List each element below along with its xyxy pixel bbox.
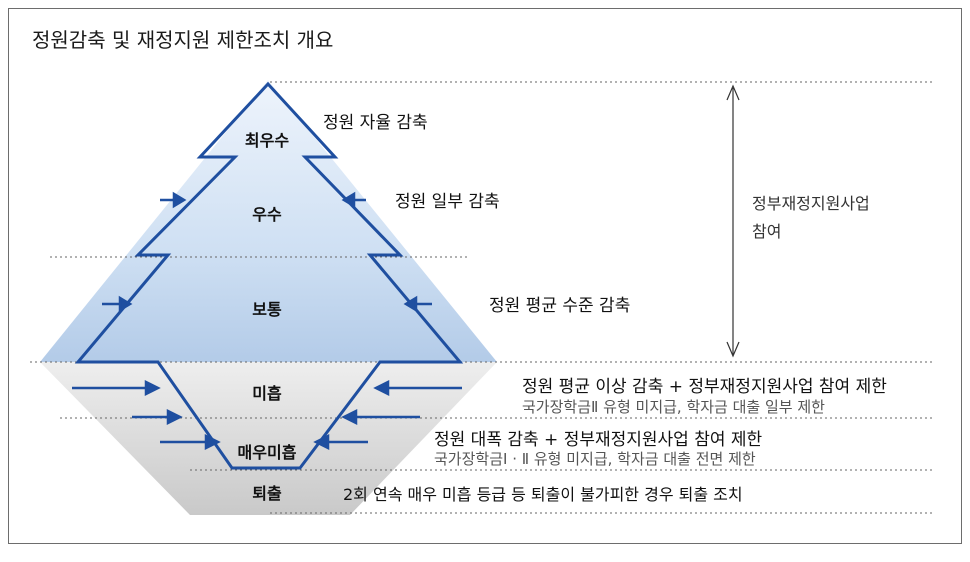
level-label-top: 최우수: [244, 131, 290, 150]
level-desc-normal: 정원 평균 수준 감축: [489, 296, 631, 316]
level-desc-poor: 정원 평균 이상 감축 + 정부재정지원사업 참여 제한: [522, 377, 887, 397]
side-label-line2: 참여: [752, 222, 782, 241]
level-label-very-poor: 매우미흡: [237, 443, 297, 462]
level-label-excellent: 우수: [252, 205, 282, 224]
level-detail-poor: 국가장학금Ⅱ 유형 미지급, 학자금 대출 일부 제한: [522, 398, 825, 416]
level-label-exit: 퇴출: [252, 484, 282, 503]
dotted-guides: [30, 81, 935, 514]
left-arrows: [72, 191, 221, 451]
pyramid-background-lower: [40, 362, 497, 515]
level-desc-excellent: 정원 일부 감축: [395, 192, 500, 212]
vertical-range-arrow: [726, 84, 740, 358]
level-desc-exit: 2회 연속 매우 미흡 등급 등 퇴출이 불가피한 경우 퇴출 조치: [343, 485, 743, 504]
level-label-normal: 보통: [252, 300, 282, 319]
page-title: 정원감축 및 재정지원 제한조치 개요: [32, 28, 334, 52]
level-desc-very-poor: 정원 대폭 감축 + 정부재정지원사업 참여 제한: [434, 430, 763, 450]
side-label: 정부재정지원사업 참여: [752, 190, 922, 246]
side-label-line1: 정부재정지원사업: [752, 194, 870, 213]
level-label-poor: 미흡: [252, 384, 282, 403]
right-arrows: [313, 191, 462, 451]
pyramid-background-upper: [40, 80, 497, 362]
level-detail-very-poor: 국가장학금Ⅰ · Ⅱ 유형 미지급, 학자금 대출 전면 제한: [434, 450, 756, 468]
level-desc-top: 정원 자율 감축: [323, 113, 428, 133]
